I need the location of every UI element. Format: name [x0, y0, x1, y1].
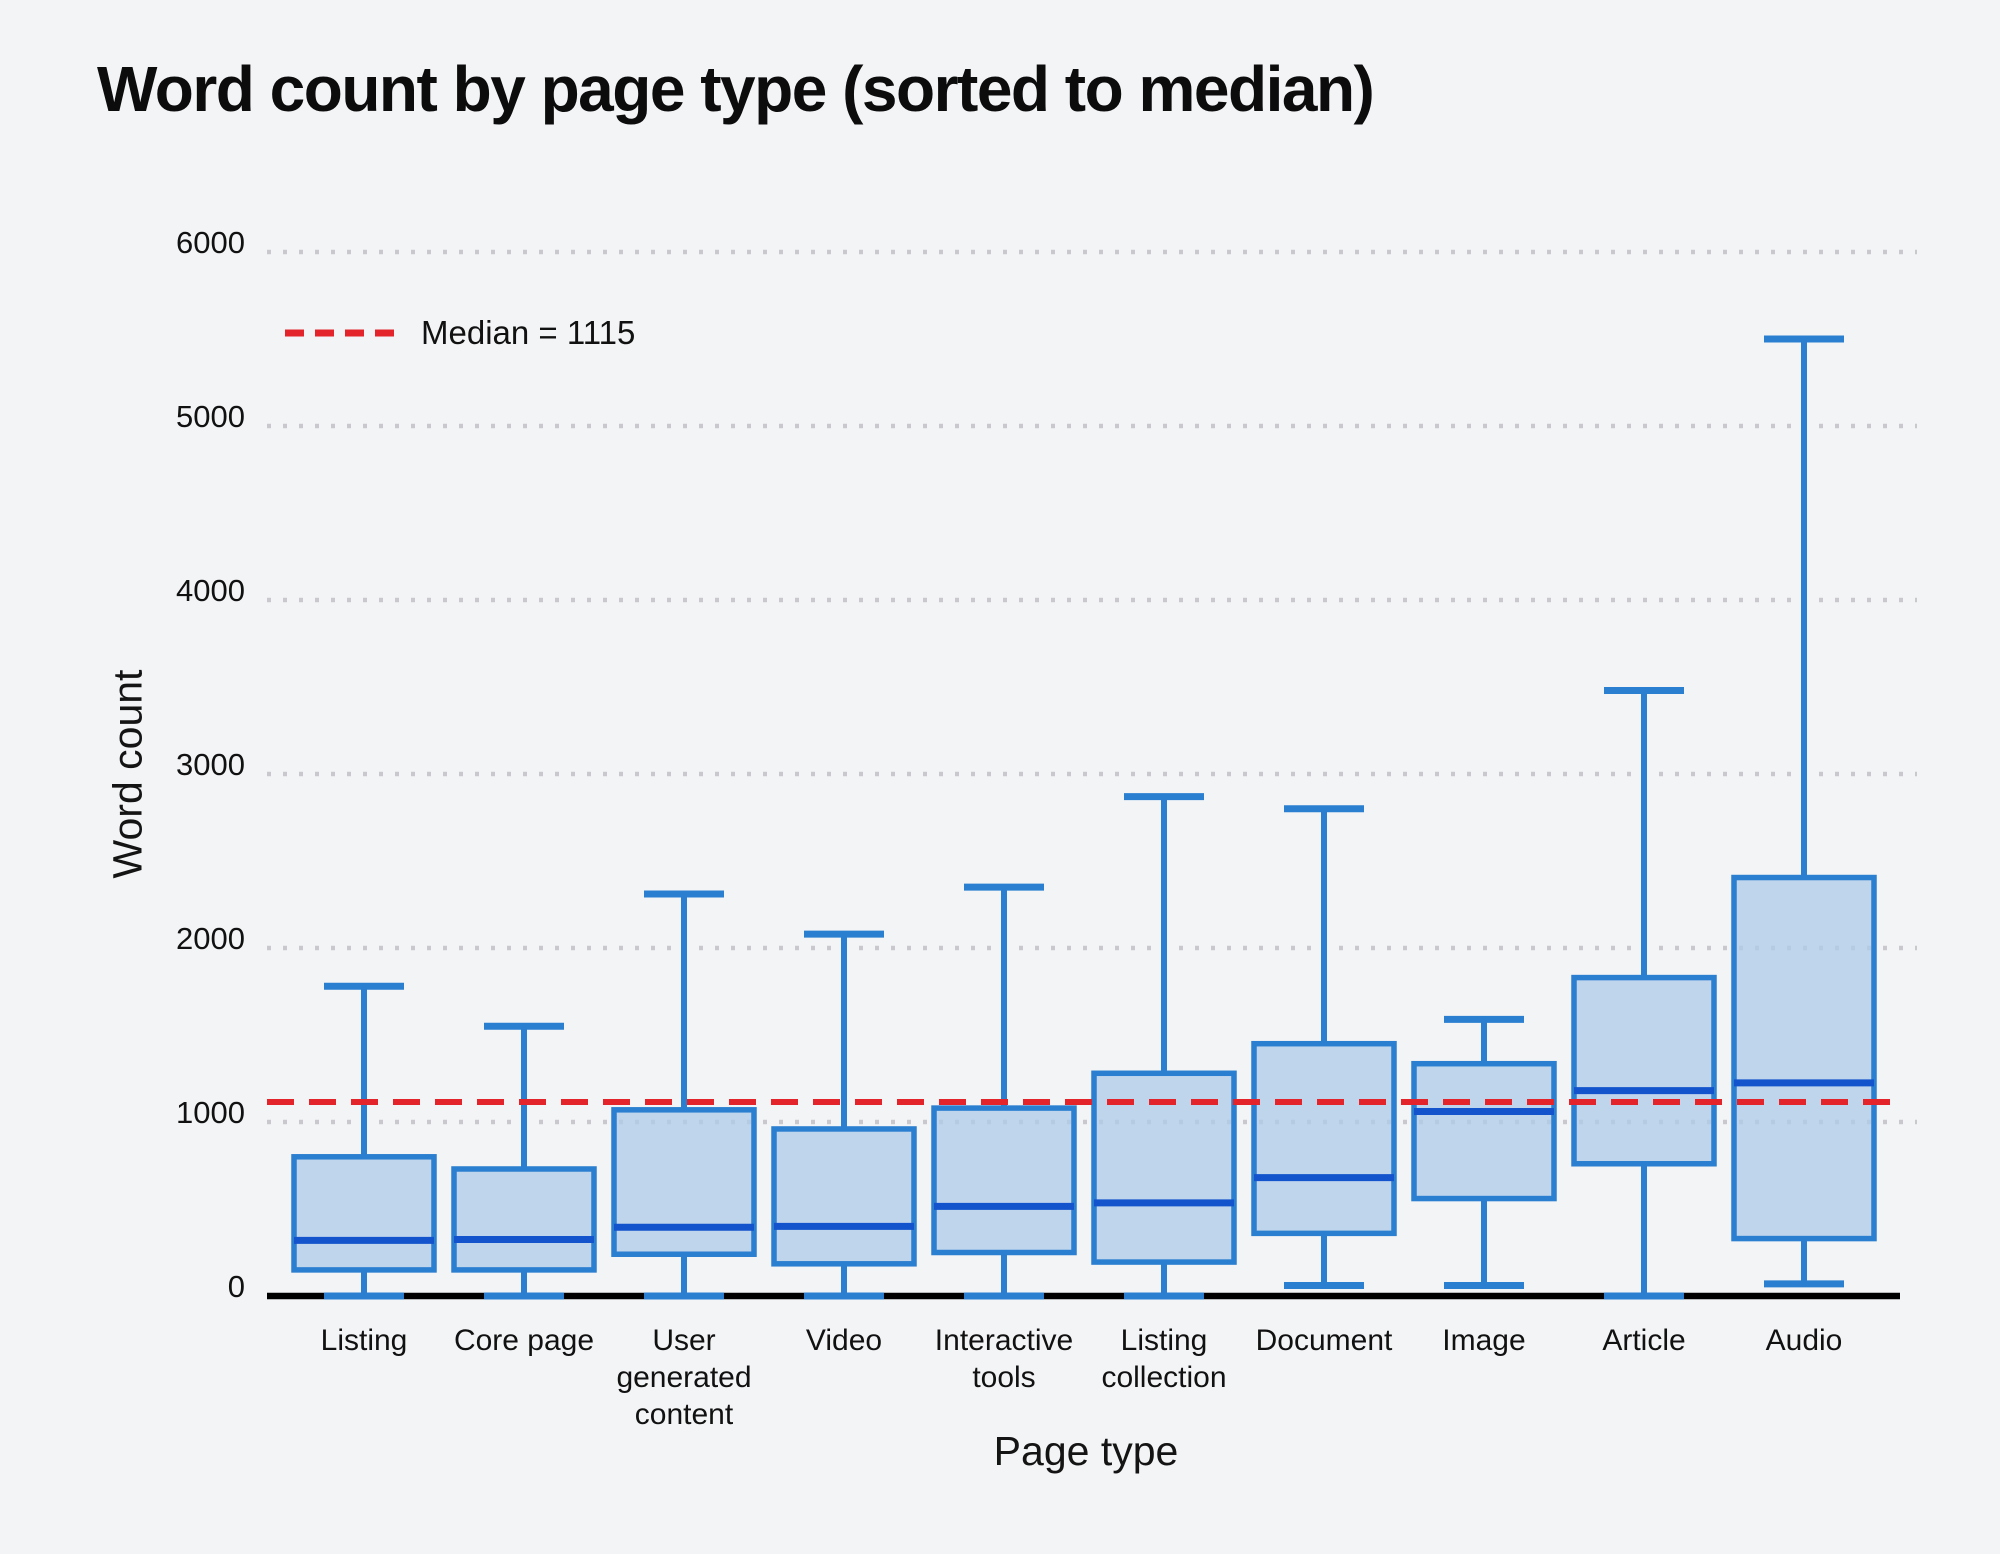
x-tick-label: Audio — [1765, 1324, 1843, 1357]
y-tick-label: 3000 — [176, 747, 245, 782]
y-tick-label: 6000 — [176, 225, 245, 260]
x-tick-label: Document — [1255, 1324, 1393, 1357]
median-legend-label: Median = 1115 — [421, 314, 636, 351]
median-legend-dash — [285, 329, 397, 337]
y-tick-label: 0 — [228, 1269, 245, 1304]
y-tick-label: 5000 — [176, 399, 245, 434]
iqr-box — [931, 1105, 1077, 1256]
x-tick-label: Listing — [320, 1324, 408, 1357]
chart-title: Word count by page type (sorted to media… — [97, 53, 1375, 125]
x-tick-label: User generated content — [616, 1324, 752, 1431]
iqr-box — [1411, 1060, 1557, 1202]
iqr-box — [291, 1154, 437, 1273]
x-tick-label: Article — [1602, 1324, 1686, 1357]
iqr-box — [1571, 974, 1717, 1167]
iqr-box — [771, 1126, 917, 1267]
x-tick-label: Image — [1442, 1324, 1526, 1357]
x-tick-label: Video — [805, 1324, 883, 1357]
iqr-box — [1251, 1040, 1397, 1237]
x-axis-title: Page type — [993, 1428, 1179, 1474]
x-tick-label: Interactive tools — [934, 1324, 1074, 1394]
x-tick-label: Listing collection — [1101, 1324, 1227, 1394]
median-legend: Median = 1115 — [283, 314, 635, 352]
y-tick-label: 1000 — [176, 1095, 245, 1130]
iqr-box — [451, 1166, 597, 1273]
y-tick-label: 4000 — [176, 573, 245, 608]
x-tick-label: Core page — [453, 1324, 595, 1357]
y-tick-label: 2000 — [176, 921, 245, 956]
iqr-box — [1731, 874, 1877, 1242]
iqr-box — [611, 1107, 757, 1257]
